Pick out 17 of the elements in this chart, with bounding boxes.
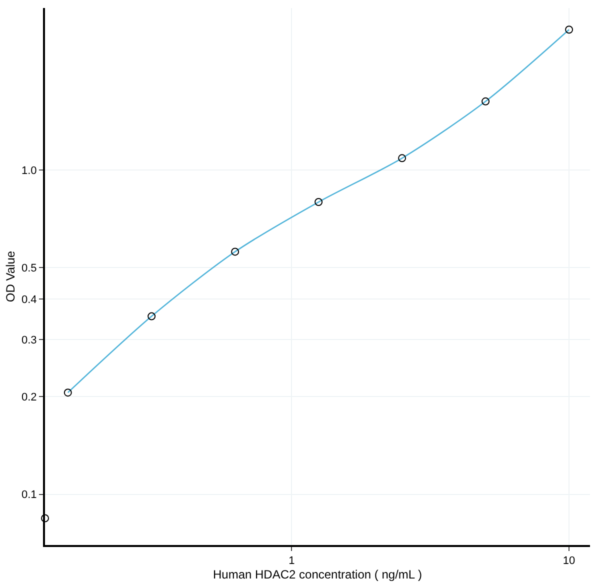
y-tick-label: 0.3	[22, 334, 37, 346]
x-tick-label: 1	[288, 555, 295, 568]
y-tick-label: 0.2	[22, 392, 37, 404]
point	[314, 198, 323, 206]
y-axis-title: OD Value	[3, 250, 18, 302]
y-tick-label: 1.0	[22, 164, 37, 177]
y-tick-label: 0.4	[22, 294, 37, 306]
point	[398, 154, 406, 162]
point	[482, 97, 490, 106]
x-tick-label: 10	[562, 555, 576, 568]
point	[148, 312, 156, 320]
point	[565, 26, 574, 34]
y-tick-label: 0.5	[22, 262, 37, 275]
point	[231, 248, 240, 256]
x-axis-title: Human HDAC2 concentration ( ng/mL )	[213, 568, 422, 582]
point	[64, 388, 72, 397]
y-tick-label: 0.1	[22, 489, 37, 502]
